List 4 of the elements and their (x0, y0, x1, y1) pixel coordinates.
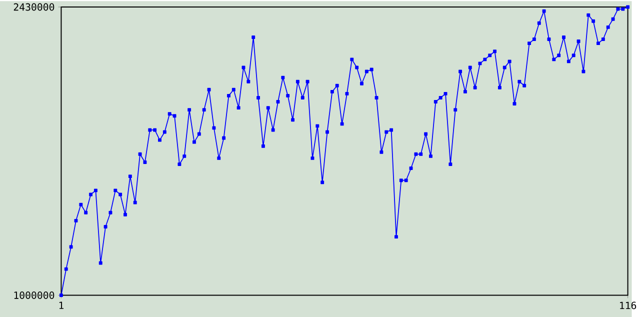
x-tick-label: 1 (59, 302, 64, 309)
x-tick-label: 116 (620, 302, 636, 310)
y-tick-label: 2430000 (14, 3, 54, 11)
y-tick-label: 1000000 (14, 292, 54, 299)
